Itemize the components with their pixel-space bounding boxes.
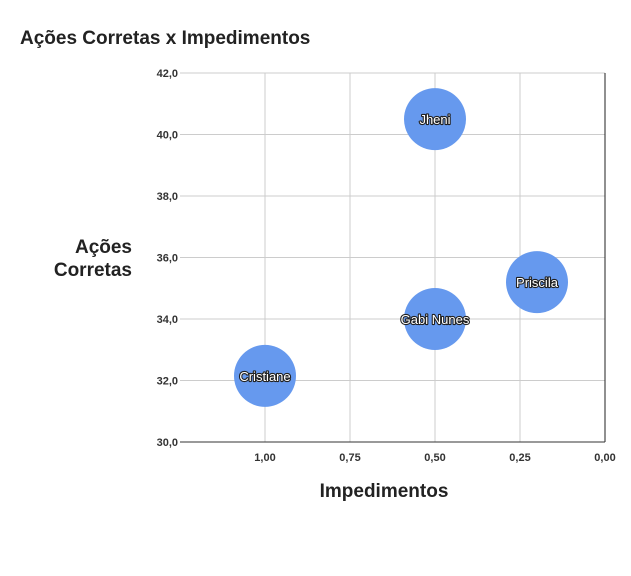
data-point: [506, 251, 568, 314]
y-tick-label: 32,0: [157, 376, 178, 388]
axes: [180, 73, 606, 443]
y-axis-label-line-2: Corretas: [53, 260, 132, 281]
data-points: Jheni Priscila Gabi Nunes Cristiane: [234, 88, 568, 407]
x-tick-label: 0,00: [594, 452, 615, 464]
y-tick-labels: 30,0 32,0 34,0 36,0 38,0 40,0 42,0: [157, 68, 178, 449]
data-point-label: Jheni: [419, 112, 450, 127]
x-tick-label: 0,25: [509, 452, 530, 464]
x-tick-label: 0,75: [339, 452, 360, 464]
data-point: [234, 344, 296, 407]
y-tick-label: 42,0: [157, 68, 178, 80]
data-point: [404, 88, 466, 151]
y-axis-label-line-1: Ações: [74, 237, 132, 258]
data-point: [404, 288, 466, 350]
y-tick-label: 34,0: [157, 314, 178, 326]
y-tick-label: 30,0: [157, 437, 178, 449]
y-axis-label: Ações Corretas: [40, 236, 132, 282]
y-tick-label: 36,0: [157, 253, 178, 265]
x-tick-label: 1,00: [254, 452, 275, 464]
y-tick-label: 38,0: [157, 191, 178, 203]
chart-title: Ações Corretas x Impedimentos: [20, 28, 311, 49]
x-tick-labels: 1,00 0,75 0,50 0,25 0,00: [254, 452, 615, 464]
x-axis-label: Impedimentos: [319, 481, 449, 502]
data-point-label: Gabi Nunes: [401, 312, 470, 327]
x-tick-label: 0,50: [424, 452, 445, 464]
y-tick-label: 40,0: [157, 130, 178, 142]
data-point-label: Priscila: [516, 275, 559, 290]
data-point-label: Cristiane: [239, 369, 290, 384]
